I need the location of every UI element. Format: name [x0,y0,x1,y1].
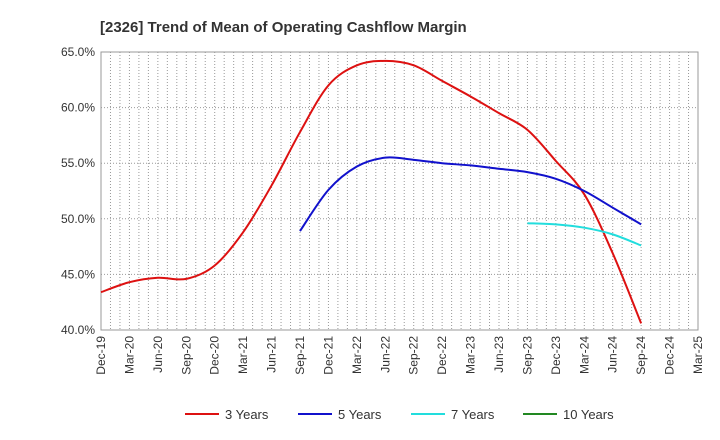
x-tick-label: Dec-24 [663,336,677,375]
series-line-5-years [299,156,642,232]
legend-label: 7 Years [451,407,495,422]
x-tick-label: Jun-21 [265,336,279,373]
x-tick-label: Dec-23 [549,336,563,375]
x-tick-label: Sep-22 [407,336,421,375]
plot-area: 40.0% 45.0% 50.0% 55.0% 60.0% 65.0% Dec-19 Mar-… [61,45,705,375]
y-tick-label: 45.0% [61,267,95,281]
x-tick-label: Mar-21 [236,336,250,374]
plot-frame [100,51,699,331]
x-tick-label: Sep-24 [634,336,648,375]
legend-label: 3 Years [225,407,269,422]
x-tick-label: Dec-21 [321,336,335,375]
x-tick-label: Mar-22 [350,336,364,374]
x-tick-label: Mar-20 [122,336,136,374]
x-tick-label: Dec-22 [435,336,449,375]
x-tick-label: Sep-21 [293,336,307,375]
series-line-3-years [100,59,643,324]
y-tick-label: 50.0% [61,212,95,226]
series-line-7-years [527,222,642,247]
x-tick-label: Jun-24 [606,336,620,373]
y-tick-label: 65.0% [61,45,95,59]
x-tick-label: Jun-20 [151,336,165,373]
x-tick-label: Mar-24 [577,336,591,374]
x-tick-label: Dec-20 [208,336,222,375]
plot-background [101,52,698,330]
y-tick-label: 40.0% [61,323,95,337]
x-tick-label: Sep-20 [179,336,193,375]
legend: 3 Years 5 Years 7 Years 10 Years [185,407,614,422]
legend-label: 10 Years [563,407,614,422]
x-tick-label: Dec-19 [94,336,108,375]
x-tick-label: Mar-23 [464,336,478,374]
legend-label: 5 Years [338,407,382,422]
y-tick-label: 55.0% [61,156,95,170]
chart-title: [2326] Trend of Mean of Operating Cashfl… [100,19,467,36]
x-tick-label: Jun-23 [492,336,506,373]
x-tick-label: Sep-23 [520,336,534,375]
x-tick-label: Jun-22 [378,336,392,373]
y-tick-label: 60.0% [61,101,95,115]
x-tick-label: Mar-25 [691,336,705,374]
